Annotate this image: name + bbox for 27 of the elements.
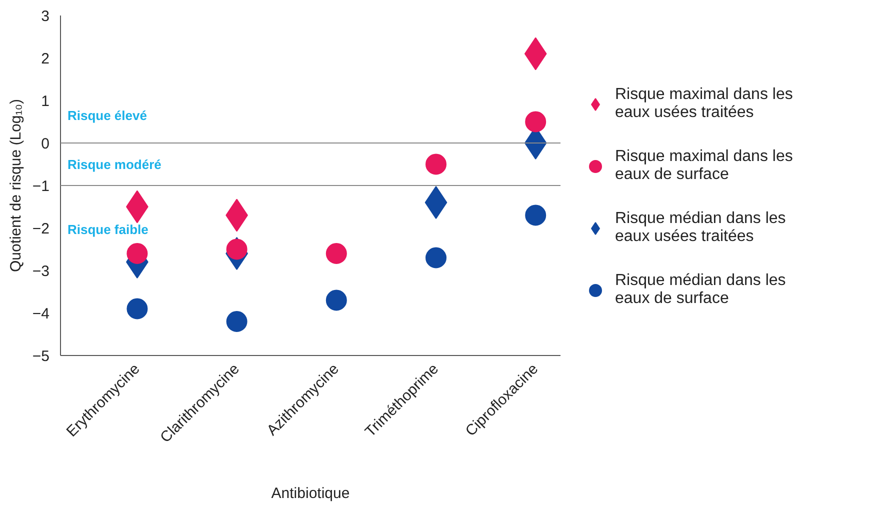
point: [126, 298, 148, 320]
annotation: Risque élevé: [67, 108, 147, 123]
annotation: Risque modéré: [67, 156, 162, 172]
y-tick-label: 2: [41, 50, 50, 68]
y-tick-label: 0: [41, 136, 50, 152]
y-tick-label: 3: [41, 8, 50, 25]
point: [426, 247, 446, 268]
y-tick-label: −5: [32, 348, 50, 365]
point: [326, 243, 347, 264]
x-axis-title: Antibiotique: [271, 485, 350, 502]
point: [326, 290, 347, 311]
point: [525, 204, 546, 226]
y-tick-label: −1: [32, 178, 50, 195]
point: [525, 111, 546, 132]
y-tick-label: −4: [32, 306, 50, 322]
y-axis-title: Quotient de risque (Log₁₀): [7, 98, 24, 272]
y-tick-label: −3: [32, 263, 50, 280]
point: [426, 154, 446, 175]
legend-label: Risque maximal dans les eaux de surface: [615, 147, 793, 185]
annotation: Risque faible: [67, 222, 148, 238]
y-tick-label: −2: [32, 220, 50, 238]
legend-label: Risque médian dans les eaux usées traitées: [615, 209, 786, 247]
legend-label: Risque médian dans les eaux de surface: [615, 271, 786, 309]
point: [126, 243, 148, 264]
legend-label: Risque maximal dans les eaux usées traitées: [615, 85, 793, 123]
y-tick-label: 1: [41, 93, 50, 110]
point: [226, 311, 248, 332]
